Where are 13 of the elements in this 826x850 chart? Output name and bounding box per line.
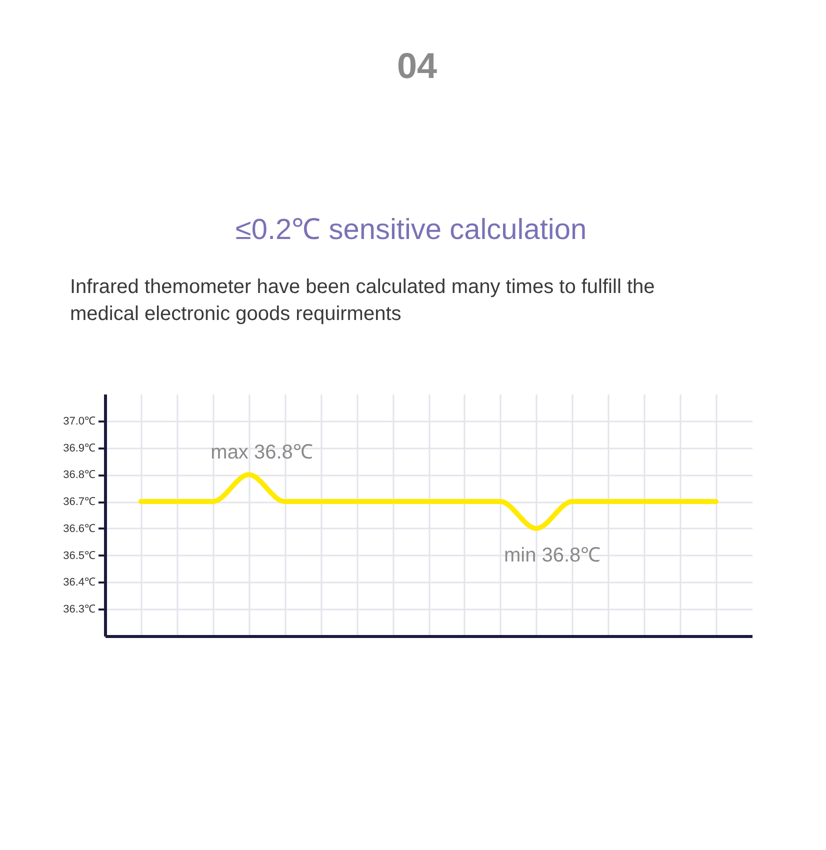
y-tick-label: 36.9℃ (63, 442, 96, 454)
chart-subtitle: Infrared themometer have been calculated many times to fulfill the medical electronic goods requirments (70, 276, 655, 325)
text: 04 (396, 45, 438, 86)
y-tick-label: 36.6℃ (63, 522, 96, 535)
annotation: min 36.8℃ (504, 544, 601, 566)
y-tick-label: 36.7℃ (63, 496, 96, 508)
y-tick-label: 36.5℃ (63, 550, 96, 562)
chart-title: ≤0.2℃ sensitive calculation (235, 214, 587, 246)
y-tick-label: 37.0℃ (63, 415, 96, 428)
y-tick-label: 36.8℃ (63, 469, 96, 482)
y-tick-label: 36.3℃ (63, 604, 96, 616)
y-tick-label: 36.4℃ (63, 576, 96, 589)
annotation: max 36.8℃ (210, 442, 313, 464)
